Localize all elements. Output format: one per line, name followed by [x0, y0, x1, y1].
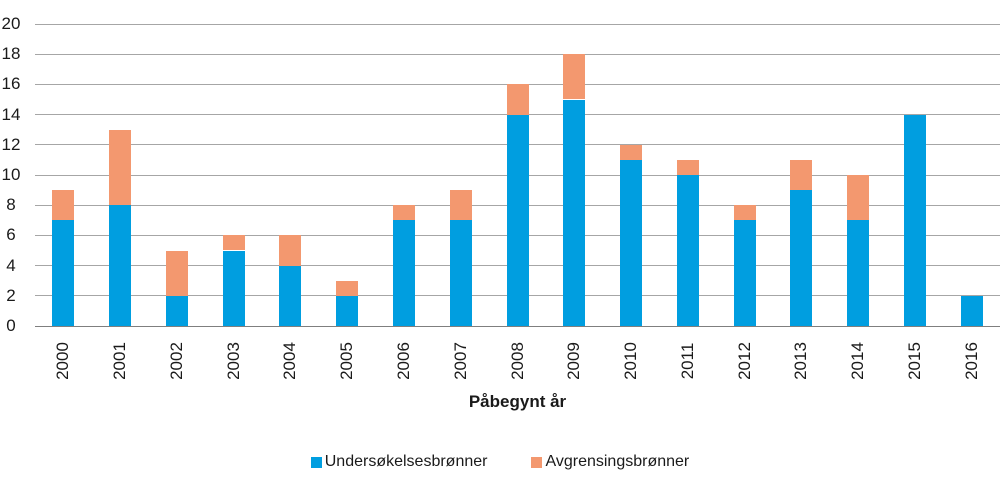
bar-2008-undersokelse [506, 114, 529, 326]
bar-2000-avgrensing [52, 190, 75, 221]
legend-item-undersokelsesbronner: Undersøkelsesbrønner [310, 453, 488, 471]
bar-2008-avgrensing [506, 84, 529, 115]
x-tick-label-2001: 2001 [110, 342, 130, 380]
x-tick-label-2009: 2009 [564, 342, 584, 380]
x-tick-label-2004: 2004 [280, 342, 300, 380]
bar-2011-undersokelse [676, 175, 699, 326]
bar-2015-undersokelse [903, 114, 926, 326]
bar-2003-undersokelse [222, 250, 245, 326]
y-tick-label-12: 12 [1, 134, 21, 154]
x-tick-label-2008: 2008 [507, 342, 527, 380]
bar-2014-avgrensing [847, 175, 870, 221]
y-tick-label-18: 18 [1, 44, 21, 64]
bar-2001-undersokelse [109, 205, 132, 326]
x-tick-label-2010: 2010 [621, 342, 641, 380]
bar-2012-undersokelse [733, 220, 756, 326]
y-tick-label-10: 10 [1, 165, 21, 184]
x-axis-line [35, 325, 1000, 327]
x-tick-label-2005: 2005 [337, 342, 357, 380]
legend-label: Undersøkelsesbrønner [324, 453, 488, 470]
x-tick-label-2002: 2002 [166, 342, 186, 380]
bar-2003-avgrensing [222, 235, 245, 251]
x-tick-label-2011: 2011 [677, 342, 697, 380]
bar-2013-avgrensing [790, 159, 813, 191]
bar-2002-avgrensing [165, 250, 188, 296]
y-tick-label-2: 2 [6, 285, 16, 305]
gridline-y18 [35, 53, 1000, 55]
x-tick-label-2013: 2013 [791, 342, 811, 380]
y-tick-label-6: 6 [6, 225, 16, 245]
bar-2014-undersokelse [847, 220, 870, 326]
bar-2004-avgrensing [279, 235, 302, 266]
bar-2007-avgrensing [449, 190, 472, 221]
bar-2012-avgrensing [733, 205, 756, 221]
x-tick-label-2000: 2000 [53, 342, 73, 380]
bar-2000-undersokelse [52, 220, 75, 326]
bar-2016-undersokelse [960, 295, 983, 326]
y-tick-label-14: 14 [1, 104, 21, 124]
bar-2006-avgrensing [392, 205, 415, 221]
bar-2002-undersokelse [165, 295, 188, 326]
y-tick-label-8: 8 [6, 195, 16, 215]
x-tick-label-2012: 2012 [734, 342, 754, 380]
legend-swatch-icon [531, 456, 543, 468]
y-tick-label-4: 4 [6, 255, 16, 275]
x-tick-label-2015: 2015 [904, 342, 924, 380]
bar-2005-avgrensing [336, 280, 359, 296]
bar-2006-undersokelse [392, 220, 415, 326]
bar-2009-avgrensing [563, 54, 586, 100]
bar-2007-undersokelse [449, 220, 472, 326]
legend: Undersøkelsesbrønner Avgrensingsbrønner [0, 453, 1000, 471]
legend-item-avgrensingsbronner: Avgrensingsbrønner [531, 453, 689, 471]
bar-2009-undersokelse [563, 99, 586, 326]
x-tick-label-2007: 2007 [450, 342, 470, 380]
bar-2001-avgrensing [109, 129, 132, 206]
bar-2010-undersokelse [620, 159, 643, 326]
y-tick-label-0: 0 [6, 316, 16, 335]
x-tick-label-2006: 2006 [393, 342, 413, 380]
bar-2013-undersokelse [790, 190, 813, 326]
x-tick-label-2016: 2016 [961, 342, 981, 380]
x-tick-label-2003: 2003 [223, 342, 243, 380]
bar-2011-avgrensing [676, 159, 699, 175]
bar-2005-undersokelse [336, 295, 359, 326]
x-tick-label-2014: 2014 [848, 342, 868, 380]
legend-swatch-icon [310, 456, 322, 468]
y-tick-label-16: 16 [1, 74, 21, 94]
bar-2010-avgrensing [620, 144, 643, 160]
legend-label: Avgrensingsbrønner [545, 453, 690, 470]
x-axis-title: Påbegynt år [468, 392, 567, 411]
gridline-y20 [35, 23, 1000, 25]
y-tick-label-20: 20 [1, 14, 21, 33]
bar-2004-undersokelse [279, 265, 302, 326]
